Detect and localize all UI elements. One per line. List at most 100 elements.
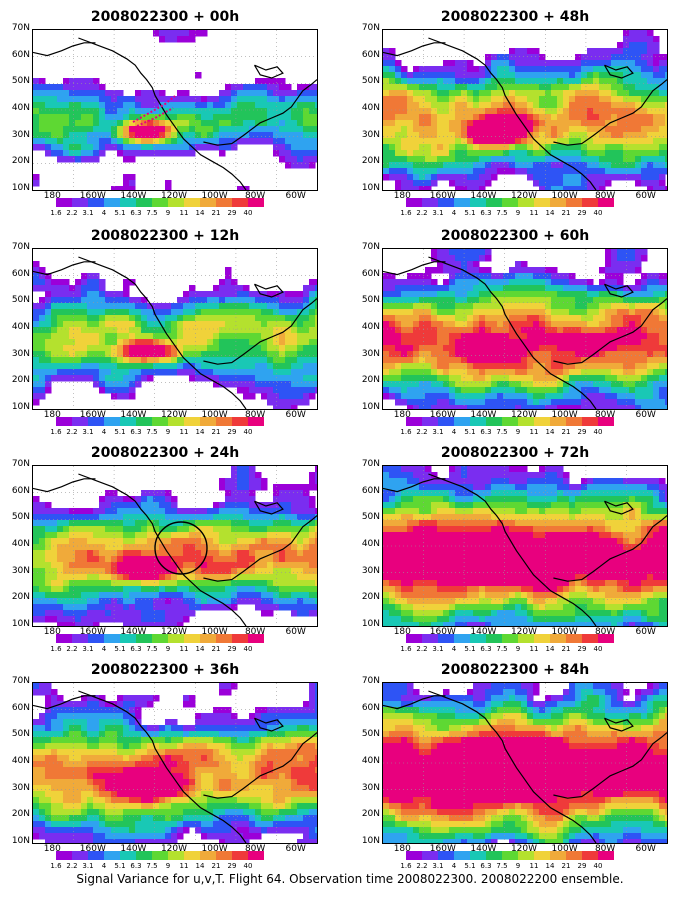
variance-cell bbox=[491, 72, 498, 79]
variance-cell bbox=[303, 791, 310, 798]
variance-cell bbox=[303, 496, 310, 503]
variance-cell bbox=[273, 737, 280, 744]
variance-cell bbox=[135, 369, 142, 376]
variance-cell bbox=[297, 120, 304, 127]
variance-cell bbox=[243, 321, 250, 328]
variance-cell bbox=[291, 713, 298, 720]
variance-cell bbox=[473, 144, 480, 151]
variance-cell bbox=[413, 186, 420, 190]
variance-cell bbox=[389, 162, 396, 169]
variance-cell bbox=[473, 66, 480, 73]
variance-cell bbox=[213, 779, 220, 786]
variance-cell bbox=[413, 126, 420, 133]
variance-cell bbox=[527, 84, 534, 91]
variance-cell bbox=[147, 369, 154, 376]
variance-cell bbox=[243, 773, 250, 780]
variance-cell bbox=[419, 102, 426, 109]
variance-cell bbox=[189, 556, 196, 563]
variance-cell bbox=[75, 785, 82, 792]
variance-cell bbox=[189, 102, 196, 109]
variance-cell bbox=[261, 297, 268, 304]
variance-cell bbox=[467, 72, 474, 79]
variance-cell bbox=[267, 526, 274, 533]
variance-cell bbox=[111, 369, 118, 376]
variance-cell bbox=[635, 84, 642, 91]
variance-cell bbox=[509, 162, 516, 169]
variance-cell bbox=[93, 333, 100, 340]
variance-cell bbox=[87, 586, 94, 593]
variance-cell bbox=[279, 102, 286, 109]
variance-cell bbox=[135, 138, 142, 145]
variance-cell bbox=[285, 502, 292, 509]
variance-cell bbox=[237, 357, 244, 364]
variance-cell bbox=[659, 156, 666, 163]
variance-cell bbox=[213, 803, 220, 810]
variance-cell bbox=[491, 60, 498, 67]
variance-cell bbox=[219, 604, 226, 611]
variance-cell bbox=[45, 683, 52, 690]
variance-cell bbox=[413, 114, 420, 121]
variance-cell bbox=[237, 779, 244, 786]
variance-cell bbox=[147, 731, 154, 738]
variance-cell bbox=[231, 381, 238, 388]
variance-cell bbox=[297, 484, 304, 491]
variance-cell bbox=[93, 719, 100, 726]
variance-cell bbox=[51, 285, 58, 292]
latitude-tick-label: 20N bbox=[11, 592, 30, 603]
variance-cell bbox=[225, 809, 232, 816]
variance-cell bbox=[243, 538, 250, 545]
variance-cell bbox=[177, 120, 184, 127]
variance-cell bbox=[213, 725, 220, 732]
variance-cell bbox=[105, 731, 112, 738]
variance-cell bbox=[659, 102, 666, 109]
variance-cell bbox=[309, 538, 316, 545]
variance-cell bbox=[581, 54, 588, 61]
variance-cell bbox=[261, 532, 268, 539]
variance-cell bbox=[551, 108, 558, 115]
variance-cell bbox=[69, 568, 76, 575]
variance-cell bbox=[159, 108, 166, 115]
colorbar-tick-label: 2.2 bbox=[66, 209, 78, 217]
variance-cell bbox=[123, 695, 130, 702]
variance-cell bbox=[33, 508, 40, 515]
variance-cell bbox=[51, 821, 58, 828]
variance-cell bbox=[261, 351, 268, 358]
variance-cell bbox=[315, 683, 317, 690]
variance-cell bbox=[539, 267, 546, 274]
variance-cell bbox=[57, 809, 64, 816]
variance-cell bbox=[383, 66, 390, 73]
variance-cell bbox=[249, 550, 256, 557]
variance-cell bbox=[473, 255, 480, 262]
variance-cell bbox=[279, 737, 286, 744]
variance-cell bbox=[383, 156, 390, 163]
variance-cell bbox=[183, 120, 190, 127]
variance-cell bbox=[665, 162, 667, 169]
variance-cell bbox=[171, 719, 178, 726]
variance-cell bbox=[123, 761, 130, 768]
variance-cell bbox=[141, 114, 148, 121]
variance-cell bbox=[279, 405, 286, 409]
variance-cell bbox=[303, 502, 310, 509]
variance-cell bbox=[45, 144, 52, 151]
variance-cell bbox=[141, 327, 148, 334]
variance-cell bbox=[147, 321, 154, 328]
variance-cell bbox=[171, 767, 178, 774]
variance-cell bbox=[57, 604, 64, 611]
map-panel: 2008022300 + 60h 70N 60N 50N 40N 30N 20N 10N 180… bbox=[350, 224, 680, 436]
variance-cell bbox=[225, 333, 232, 340]
variance-cell bbox=[219, 586, 226, 593]
variance-cell bbox=[629, 54, 636, 61]
variance-cell bbox=[285, 387, 292, 394]
variance-cell bbox=[117, 544, 124, 551]
variance-cell bbox=[99, 309, 106, 316]
variance-cell bbox=[503, 150, 510, 157]
variance-cell bbox=[563, 60, 570, 67]
variance-cell bbox=[81, 785, 88, 792]
variance-cell bbox=[255, 797, 262, 804]
variance-cell bbox=[153, 827, 160, 834]
variance-cell bbox=[461, 66, 468, 73]
variance-cell bbox=[123, 815, 130, 822]
variance-cell bbox=[57, 144, 64, 151]
variance-cell bbox=[171, 532, 178, 539]
variance-cell bbox=[479, 132, 486, 139]
